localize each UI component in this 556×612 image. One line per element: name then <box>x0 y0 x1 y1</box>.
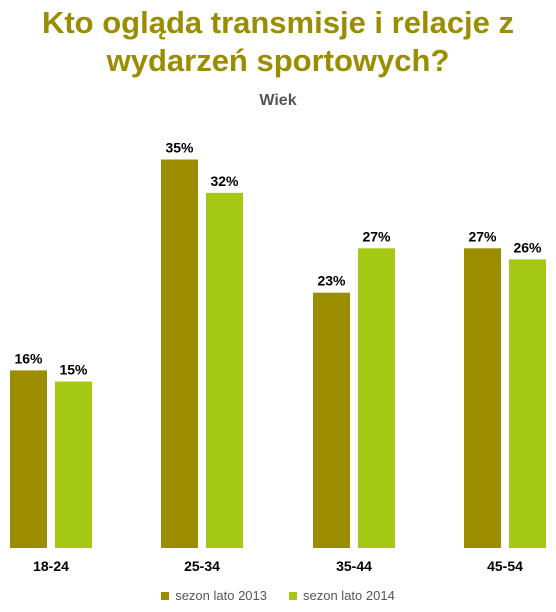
chart-title-line-2-text: wydarzeń sportowych? <box>106 43 450 78</box>
data-label-45-54-series-2: 26% <box>513 239 542 255</box>
bar-18-24-series-1 <box>10 370 47 548</box>
data-label-25-34-series-2: 32% <box>210 173 239 189</box>
bar-45-54-series-2 <box>509 259 546 548</box>
legend: sezon lato 2013 sezon lato 2014 <box>0 588 556 603</box>
legend-label-2013: sezon lato 2013 <box>175 588 267 603</box>
legend-label-2014: sezon lato 2014 <box>303 588 395 603</box>
bar-45-54-series-1 <box>464 248 501 549</box>
bar-25-34-series-1 <box>161 159 198 548</box>
legend-item-2013: sezon lato 2013 <box>161 588 267 603</box>
chart-subtitle: Wiek <box>259 92 297 109</box>
chart-title-line-1-text: Kto ogląda transmisje i relacje z <box>41 5 515 40</box>
category-label-25-34: 25-34 <box>184 558 220 574</box>
data-label-25-34-series-1: 35% <box>165 140 194 156</box>
category-label-18-24: 18-24 <box>33 558 69 574</box>
category-label-45-54: 45-54 <box>487 558 523 574</box>
chart-title: Kto ogląda transmisje i relacje z wydarze… <box>0 4 556 80</box>
data-label-18-24-series-2: 15% <box>59 362 88 378</box>
bar-18-24-series-2 <box>55 381 92 548</box>
bar-25-34-series-2 <box>206 192 243 549</box>
data-label-18-24-series-1: 16% <box>14 350 43 366</box>
legend-swatch-2013 <box>161 591 170 600</box>
category-label-35-44: 35-44 <box>336 558 372 574</box>
legend-item-2014: sezon lato 2014 <box>289 588 395 603</box>
bar-35-44-series-1 <box>313 292 350 548</box>
data-label-35-44-series-1: 23% <box>317 273 346 289</box>
chart-title-line-1: Kto ogląda transmisje i relacje z wydarze… <box>0 4 556 80</box>
data-label-45-54-series-1: 27% <box>468 228 497 244</box>
legend-swatch-2014 <box>289 591 297 600</box>
data-label-35-44-series-2: 27% <box>362 228 391 244</box>
bar-35-44-series-2 <box>358 248 395 549</box>
